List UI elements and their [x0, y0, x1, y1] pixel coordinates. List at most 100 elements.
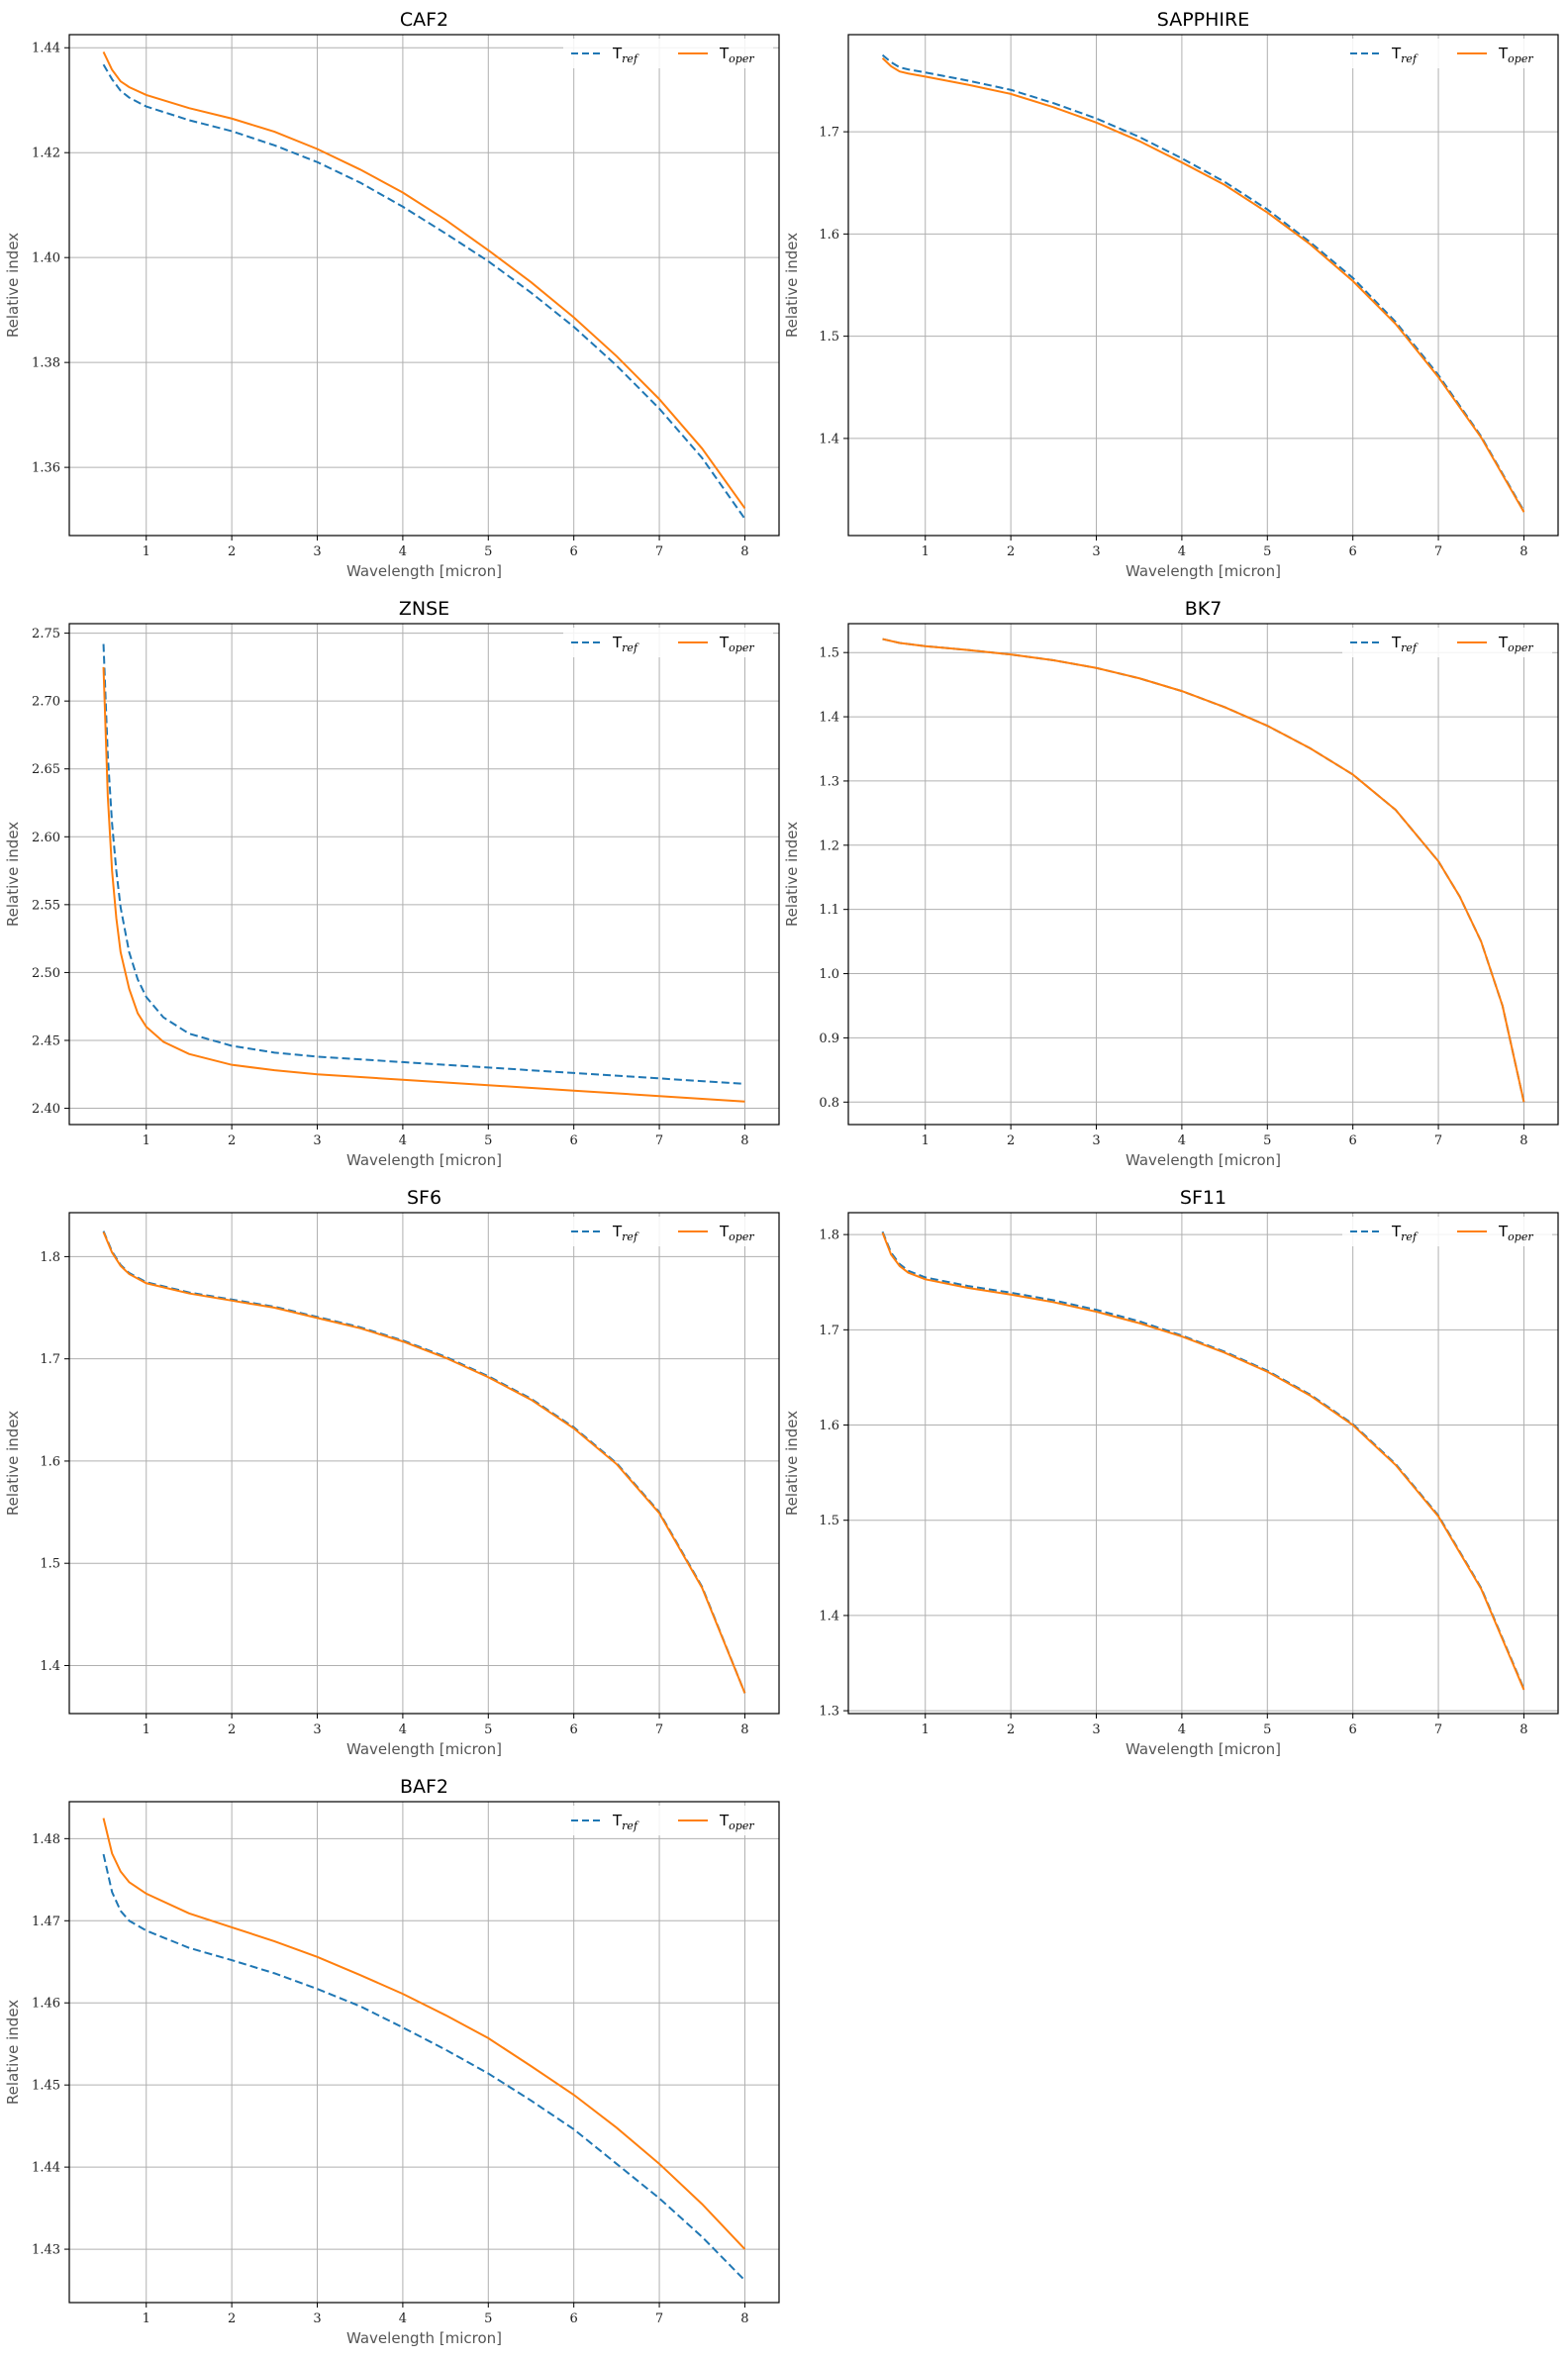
y-tick-label: 1.44	[32, 42, 60, 56]
x-tick-label: 6	[570, 544, 578, 559]
series-line-oper	[881, 57, 1525, 513]
x-tick-label: 5	[1263, 544, 1271, 559]
x-tick-label: 1	[922, 1722, 930, 1737]
y-tick-label: 1.7	[819, 126, 839, 141]
chart-panel: 1 2 3 4 5 6 7 8 2.40 2.45 2.50 2.55 2.60 2.65 2.70 2.75…	[4, 598, 780, 1169]
x-tick-label: 2	[228, 2311, 236, 2326]
x-tick-label: 7	[1434, 1722, 1442, 1737]
y-tick-label: 1.7	[40, 1352, 60, 1367]
x-tick-label: 4	[399, 1722, 407, 1737]
chart-title: BK7	[1185, 598, 1223, 620]
x-tick-label: 1	[922, 544, 930, 559]
plot-frame	[68, 34, 780, 537]
y-axis-label: Relative index	[4, 1411, 22, 1516]
chart-panel: 1 2 3 4 5 6 7 8 1.36 1.38 1.40 1.42 1.44 CAF2 Waveleng…	[4, 9, 780, 580]
y-tick-label: 1.40	[32, 251, 60, 266]
y-tick-label: 1.6	[819, 228, 839, 243]
y-tick-label: 1.5	[40, 1557, 60, 1572]
x-tick-label: 6	[1349, 1722, 1357, 1737]
series-line-ref	[102, 63, 746, 520]
y-tick-label: 2.55	[32, 898, 60, 913]
legend: Tref Toper	[1342, 628, 1552, 657]
x-tick-label: 1	[143, 1722, 150, 1737]
series-line-ref	[881, 1230, 1525, 1690]
y-tick-label: 2.65	[32, 762, 60, 777]
y-tick-label: 1.4	[40, 1659, 60, 1674]
y-tick-label: 2.50	[32, 966, 60, 981]
x-tick-label: 4	[1178, 544, 1186, 559]
y-tick-label: 1.46	[32, 1997, 60, 2012]
series-line-oper	[881, 1231, 1525, 1691]
x-axis-label: Wavelength [micron]	[346, 562, 502, 580]
y-tick-label: 1.42	[32, 147, 60, 161]
chart-title: ZNSE	[399, 598, 449, 620]
x-axis-label: Wavelength [micron]	[346, 1740, 502, 1758]
chart-panel: 1 2 3 4 5 6 7 8 1.4 1.5 1.6 1.7 1.8 SF6 Wavelength [mi…	[4, 1187, 780, 1758]
x-tick-label: 2	[1007, 544, 1015, 559]
y-tick-label: 1.5	[819, 646, 839, 661]
chart-panel: 1 2 3 4 5 6 7 8 1.4 1.5 1.6 1.7 SAPPHIRE Wavelength […	[783, 9, 1559, 580]
x-tick-label: 3	[313, 1722, 321, 1737]
chart-panel: 1 2 3 4 5 6 7 8 0.8 0.9 1.0 1.1 1.2 1.3 1.4 1.5 BK7 Wavel…	[783, 598, 1559, 1169]
series-line-oper	[102, 666, 745, 1103]
series-line-oper	[102, 1818, 746, 2250]
legend: Tref Toper	[563, 1217, 773, 1246]
y-tick-label: 2.70	[32, 695, 60, 710]
chart-title: CAF2	[400, 9, 448, 31]
y-tick-label: 1.3	[819, 1705, 839, 1720]
y-tick-label: 0.9	[819, 1032, 839, 1046]
x-tick-label: 3	[313, 1133, 321, 1148]
y-tick-label: 1.47	[32, 1915, 60, 1929]
x-tick-label: 7	[655, 544, 663, 559]
y-axis-label: Relative index	[783, 822, 801, 927]
plot-frame	[847, 1212, 1559, 1715]
y-tick-label: 1.8	[40, 1250, 60, 1265]
plot-frame	[68, 1212, 780, 1715]
y-tick-label: 2.60	[32, 831, 60, 845]
x-tick-label: 7	[655, 1133, 663, 1148]
x-tick-label: 3	[313, 2311, 321, 2326]
chart-panel: 1 2 3 4 5 6 7 8 1.3 1.4 1.5 1.6 1.7 1.8 SF11 Wavelength…	[783, 1187, 1559, 1758]
x-tick-label: 1	[922, 1133, 930, 1148]
y-tick-label: 1.2	[819, 838, 839, 853]
x-tick-label: 8	[1519, 1722, 1527, 1737]
plot-frame	[847, 34, 1559, 537]
y-tick-label: 1.4	[819, 711, 839, 726]
y-tick-label: 1.5	[819, 1514, 839, 1528]
x-axis-label: Wavelength [micron]	[1126, 1151, 1281, 1169]
x-tick-label: 5	[1263, 1133, 1271, 1148]
chart-title: SAPPHIRE	[1157, 9, 1249, 31]
x-tick-label: 7	[1434, 1133, 1442, 1148]
x-tick-label: 1	[143, 1133, 150, 1148]
x-tick-label: 3	[313, 544, 321, 559]
x-tick-label: 8	[740, 1133, 748, 1148]
legend: Tref Toper	[563, 628, 773, 657]
y-tick-label: 2.45	[32, 1033, 60, 1048]
chart-title: SF11	[1180, 1187, 1226, 1209]
x-tick-label: 6	[570, 1133, 578, 1148]
y-tick-label: 2.40	[32, 1102, 60, 1117]
y-axis-label: Relative index	[4, 233, 22, 338]
legend: Tref Toper	[1342, 39, 1552, 68]
y-tick-label: 1.3	[819, 774, 839, 789]
series-line-ref	[102, 1230, 746, 1694]
y-axis-label: Relative index	[4, 2000, 22, 2105]
x-axis-label: Wavelength [micron]	[346, 1151, 502, 1169]
y-tick-label: 1.7	[819, 1324, 839, 1338]
x-tick-label: 6	[1349, 1133, 1357, 1148]
y-axis-label: Relative index	[783, 1411, 801, 1516]
x-tick-label: 7	[1434, 544, 1442, 559]
chart-title: BAF2	[400, 1776, 448, 1798]
y-tick-label: 1.36	[32, 461, 60, 476]
legend: Tref Toper	[563, 39, 773, 68]
y-tick-label: 1.4	[819, 432, 839, 446]
x-tick-label: 4	[399, 544, 407, 559]
x-tick-label: 6	[570, 1722, 578, 1737]
y-tick-label: 1.6	[40, 1454, 60, 1469]
x-axis-label: Wavelength [micron]	[346, 2329, 502, 2347]
chart-title: SF6	[407, 1187, 441, 1209]
y-tick-label: 1.0	[819, 967, 839, 982]
y-tick-label: 1.5	[819, 330, 839, 344]
x-tick-label: 8	[740, 1722, 748, 1737]
x-tick-label: 5	[484, 544, 492, 559]
